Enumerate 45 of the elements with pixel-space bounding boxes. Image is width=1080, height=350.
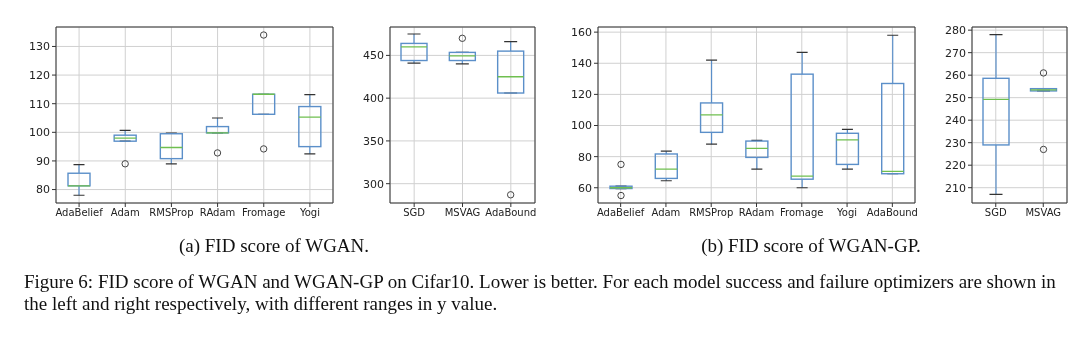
- y-tick-label: 210: [945, 181, 966, 195]
- x-tick-label: MSVAG: [1025, 207, 1062, 219]
- x-tick-label: AdaBelief: [596, 207, 645, 219]
- y-tick-label: 230: [945, 136, 966, 150]
- x-tick-label: Yogi: [298, 207, 320, 219]
- x-tick-label: RAdam: [738, 207, 775, 219]
- x-tick-label: SGD: [984, 207, 1007, 219]
- y-tick-label: 130: [29, 40, 50, 54]
- y-tick-label: 250: [945, 91, 966, 105]
- x-tick-label: AdaBelief: [55, 207, 104, 219]
- y-tick-label: 220: [945, 159, 966, 173]
- y-tick-label: 100: [571, 119, 592, 133]
- y-tick-label: 140: [571, 57, 592, 71]
- x-tick-label: MSVAG: [444, 207, 481, 219]
- y-tick-label: 300: [363, 177, 384, 191]
- x-tick-label: RMSProp: [689, 207, 734, 219]
- x-tick-label: Adam: [110, 207, 140, 219]
- y-tick-label: 80: [578, 150, 592, 164]
- y-tick-label: 270: [945, 46, 966, 60]
- y-tick-label: 350: [363, 134, 384, 148]
- y-tick-label: 160: [571, 26, 592, 40]
- y-tick-label: 450: [363, 49, 384, 63]
- x-tick-label: SGD: [403, 207, 426, 219]
- y-tick-label: 80: [36, 183, 50, 197]
- text: (a) FID score of WGAN.: [178, 235, 370, 256]
- text: (b) FID score of WGAN-GP.: [701, 235, 921, 256]
- y-tick-label: 120: [571, 88, 592, 102]
- caption: Figure 6: FID score of WGAN and WGAN-GP on Cifar10. Lower is better. For each model success and failure optimizers are shown in the left and right respectively, with different ranges in y value.: [24, 271, 1056, 315]
- x-tick-label: RMSProp: [149, 207, 194, 219]
- y-tick-label: 90: [36, 154, 50, 168]
- x-tick-label: Fromage: [780, 207, 824, 219]
- y-tick-label: 110: [29, 97, 50, 111]
- x-tick-label: AdaBound: [485, 207, 537, 219]
- y-tick-label: 120: [29, 68, 50, 82]
- y-tick-label: 400: [363, 92, 384, 106]
- x-tick-label: Fromage: [242, 207, 286, 219]
- x-tick-label: AdaBound: [866, 207, 918, 219]
- y-tick-label: 260: [945, 69, 966, 83]
- x-tick-label: RAdam: [199, 207, 236, 219]
- y-tick-label: 280: [945, 24, 966, 38]
- x-tick-label: Yogi: [836, 207, 858, 219]
- x-tick-label: Adam: [651, 207, 681, 219]
- y-tick-label: 240: [945, 114, 966, 128]
- y-tick-label: 60: [578, 181, 592, 195]
- y-tick-label: 100: [29, 126, 50, 140]
